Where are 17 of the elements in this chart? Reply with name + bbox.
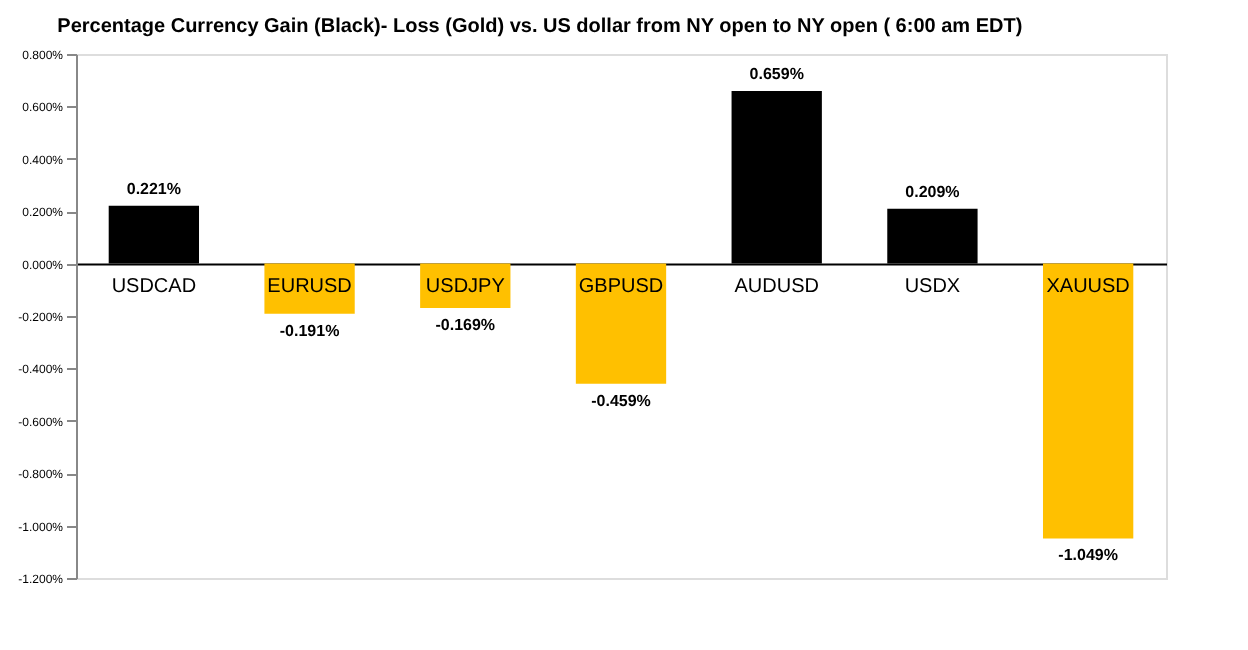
data-label: -0.459% (591, 391, 651, 410)
bar (575, 263, 667, 384)
data-label: 0.209% (905, 182, 960, 201)
x-tick-label: XAUUSD (1046, 275, 1130, 298)
data-label: 0.221% (126, 179, 181, 198)
data-label: -0.191% (279, 321, 340, 340)
bar (1042, 263, 1134, 539)
x-tick-label: USDCAD (111, 275, 197, 298)
x-tick-label: USDJPY (425, 275, 506, 298)
x-tick-label: EURUSD (267, 275, 352, 298)
x-tick-label: AUDUSD (734, 275, 819, 298)
x-tick-label: USDX (904, 275, 961, 298)
data-label: -1.049% (1058, 546, 1118, 565)
data-label: -0.169% (435, 315, 496, 334)
x-tick-label: GBPUSD (578, 275, 664, 298)
data-label: 0.659% (749, 64, 804, 83)
chart-title: Percentage Currency Gain (Black)- Loss (Gold) vs. US dollar from NY open to NY open ( 6:00 am EDT) (57, 16, 1023, 38)
